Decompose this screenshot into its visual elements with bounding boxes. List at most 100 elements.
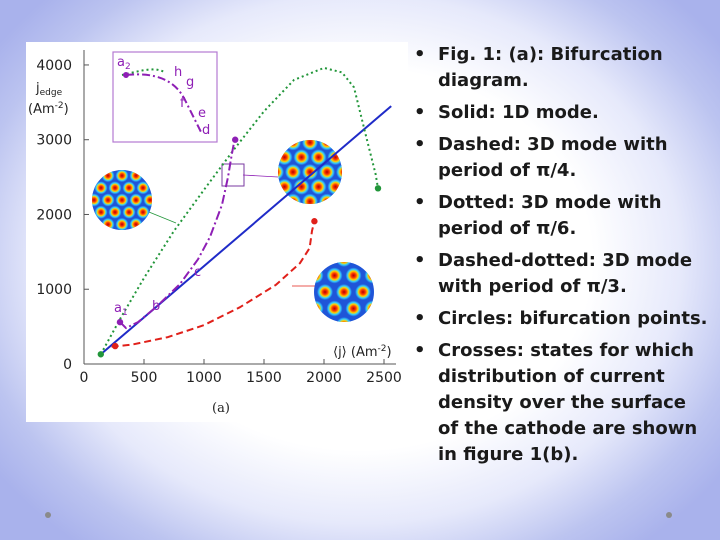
point-label-f: f [180,96,185,111]
pattern-spot [345,149,361,165]
inset-box [112,51,218,143]
pattern-spot [336,164,342,180]
pattern-spot [94,205,108,219]
point-label-e: e [198,106,206,121]
point-label-b: b [152,299,160,314]
pattern-spot [92,170,101,183]
pattern-spot [355,284,371,300]
pattern-spot [364,267,374,284]
series-line-dashdot [119,139,237,330]
bifurcation-point [97,351,105,358]
pattern-spot [364,300,374,317]
decorative-dot-left [45,512,51,518]
pattern-spot [115,193,129,207]
pattern-spot [374,284,390,300]
pattern-spot [345,300,362,317]
bullet-item: Dashed: 3D mode with period of π/4. [412,132,712,184]
bullet-item: Circles: bifurcation points. [412,306,712,332]
points-layer [97,136,382,358]
connector-middle [242,174,279,178]
pattern-spot [326,267,343,284]
y-axis-label: jedge [35,81,63,98]
x-tick-label: 500 [131,370,158,386]
pattern-spot [345,267,362,284]
y-tick-label: 4000 [36,58,72,74]
pattern-spot [101,193,115,207]
panel-label: (a) [212,401,230,416]
point-label-h: h [174,65,182,80]
pattern-spot [92,217,101,230]
pattern-spot [293,178,310,195]
pattern-spot [298,317,314,333]
pattern-spot [319,164,335,180]
x-tick-label: 0 [80,370,89,386]
pattern-spot [336,193,342,204]
pattern-spot [129,193,143,207]
pattern-spot [293,149,310,166]
y-tick-label: 3000 [36,133,72,149]
figure-panel: 0 500 1000 1500 2000 2500 0 1000 2000 3000 4000 a1… [26,42,408,422]
x-tick-label: 1000 [186,370,222,386]
pattern-spot [314,300,324,317]
bullet-item: Dashed-dotted: 3D mode with period of π/… [412,248,712,300]
pattern-spot [115,170,129,183]
inset-zoom-box [221,163,245,187]
pattern-spot [326,300,343,317]
pattern-spot [374,251,390,267]
pattern-spot [101,217,115,230]
bifurcation-point [232,136,239,143]
pattern-spot [150,181,152,195]
y-tick-label: 0 [63,357,72,373]
decorative-dot-right [666,512,672,518]
pattern-spot [143,193,152,207]
pattern-spot [115,217,129,230]
bullet-item: Fig. 1: (a): Bifurcation diagram. [412,42,712,94]
bifurcation-point [374,185,382,192]
pattern-spot [317,284,333,300]
bifurcation-chart: 0 500 1000 1500 2000 2500 0 1000 2000 3000 4000 a1… [28,50,402,416]
pattern-spot [136,181,150,195]
bullet-list: Fig. 1: (a): Bifurcation diagram. Solid:… [412,42,712,540]
pattern-spot [374,317,390,333]
pattern-spot [136,205,150,219]
bullet-item: Crosses: states for which distribution o… [412,338,712,468]
pattern-spot [129,217,143,230]
x-tick-label: 2500 [366,370,402,386]
series-line-dotted [99,66,379,355]
pattern-spot [336,317,352,322]
pattern-spot [101,170,115,183]
pattern-spot [336,262,352,267]
bifurcation-point [311,218,318,225]
pattern-spot [384,267,400,283]
pattern-image-left [92,170,152,230]
pattern-spot [355,317,371,322]
pattern-spot [122,181,136,195]
inset-bifurcation-point [123,72,129,78]
axes: 0 500 1000 1500 2000 2500 0 1000 2000 3000 4000 [36,50,402,386]
x-tick-label: 1500 [246,370,282,386]
pattern-spot [278,193,284,204]
pattern-spot [302,140,318,151]
pattern-spot [302,193,318,204]
pattern-spot [278,149,293,166]
pattern-spot [285,164,301,180]
pattern-spot [336,284,352,300]
point-label-g: g [186,75,194,90]
pattern-spot [129,170,143,183]
series-layer [99,66,392,356]
bullet-item: Dotted: 3D mode with period of π/6. [412,190,712,242]
pattern-spot [143,217,152,230]
y-tick-label: 1000 [36,282,72,298]
pattern-spot [302,164,318,180]
pattern-spot [319,140,335,151]
pattern-spot [108,181,122,195]
pattern-spot [285,140,301,151]
pattern-spot [345,179,361,195]
point-label-d: d [202,123,210,138]
pattern-spot [317,262,333,267]
pattern-spot [314,267,324,284]
x-axis-label: ⟨j⟩ (Am-2) [333,344,392,360]
pattern-spot [310,178,327,195]
pattern-spot [327,178,342,195]
point-label-a1: a1 [114,301,128,318]
